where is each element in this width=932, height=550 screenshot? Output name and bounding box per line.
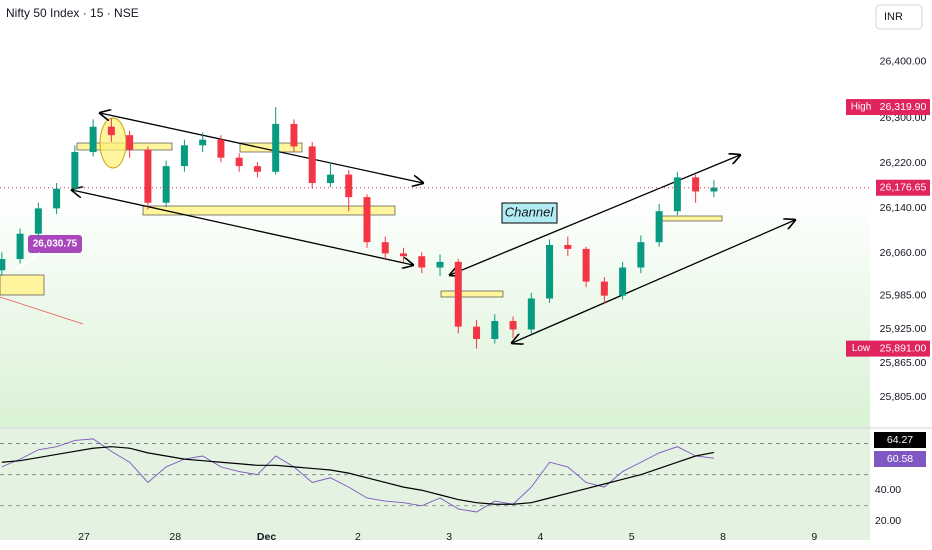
chart-title: Nifty 50 Index · 15 · NSE <box>6 6 139 20</box>
highlight <box>99 117 127 169</box>
marker-name-box <box>846 99 876 116</box>
candle-body <box>272 123 280 172</box>
candle-body <box>363 197 371 243</box>
last-value: 60.58 <box>887 453 913 465</box>
candle-body <box>491 321 499 340</box>
candle-body <box>0 259 6 271</box>
y-tick-label: 40.00 <box>875 484 901 496</box>
candle-body <box>126 135 134 150</box>
last-value-box <box>874 432 926 448</box>
x-tick-label: 3 <box>446 531 452 543</box>
y-tick-label: 26,400.00 <box>880 56 927 68</box>
annotation: Channel <box>505 204 555 219</box>
candle-body <box>217 139 225 158</box>
y-tick-label: 26,060.00 <box>880 247 927 259</box>
marker-label: 25,891.00 <box>880 342 927 354</box>
candle-body <box>454 261 462 327</box>
candle-body <box>71 152 79 189</box>
marker-box <box>876 99 930 116</box>
candle-body <box>509 321 517 330</box>
marker-label: 26,176.65 <box>880 182 927 194</box>
candle-body <box>345 174 353 198</box>
candle-body <box>400 253 408 257</box>
x-tick-label: 8 <box>720 531 726 543</box>
y-tick-label: 26,220.00 <box>880 157 927 169</box>
x-tick-label: 2 <box>355 531 361 543</box>
y-tick-label: 25,985.00 <box>880 289 927 301</box>
x-tick-label: 9 <box>811 531 817 543</box>
zone <box>659 215 723 222</box>
trend-line <box>450 155 740 275</box>
candle-body <box>107 126 115 136</box>
currency: INR <box>884 11 903 23</box>
candle-body <box>418 256 426 268</box>
x-tick-label: 4 <box>538 531 544 543</box>
rsi-line <box>1 438 714 513</box>
y-tick-label: 25,865.00 <box>880 357 927 369</box>
callout: 26,030.75 <box>33 239 78 250</box>
candle-body <box>710 187 718 192</box>
price-pane <box>0 0 870 428</box>
candle-body <box>326 174 334 184</box>
y-tick-label: 20.00 <box>875 515 901 527</box>
candle-body <box>290 123 298 147</box>
candle-body <box>235 157 243 167</box>
x-tick-label: 27 <box>78 531 90 543</box>
trend-line <box>100 113 423 183</box>
marker-label: 26,319.90 <box>880 101 927 113</box>
candle-body <box>564 244 572 249</box>
rsi-line <box>1 446 715 505</box>
y-tick-label: 26,140.00 <box>880 202 927 214</box>
x-tick-label: Dec <box>257 531 276 543</box>
last-value-box <box>874 451 926 467</box>
zone <box>440 290 504 298</box>
marker-name: Low <box>852 343 871 354</box>
candle-body <box>199 139 207 146</box>
x-tick-label: 28 <box>169 531 181 543</box>
candle-body <box>546 244 554 299</box>
trend-line <box>72 190 413 265</box>
candle-body <box>655 211 663 243</box>
x-tick-label: 5 <box>629 531 635 543</box>
label-box <box>501 202 558 224</box>
marker-name: High <box>851 102 872 113</box>
zone <box>0 274 45 296</box>
candle-body <box>381 242 389 254</box>
marker-box <box>876 179 930 196</box>
candle-body <box>473 326 481 340</box>
candle-body <box>600 281 608 296</box>
candle-body <box>34 208 42 234</box>
marker-box <box>876 340 930 357</box>
candle-body <box>692 177 700 192</box>
rsi-pane <box>0 428 870 540</box>
projection-line <box>0 296 84 325</box>
y-tick-label: 25,805.00 <box>880 391 927 403</box>
candle-body <box>619 267 627 296</box>
callout-pointer <box>15 252 41 271</box>
candle-body <box>253 166 261 172</box>
currency-button[interactable] <box>875 4 923 30</box>
candle-body <box>308 146 316 184</box>
candle-body <box>162 166 170 203</box>
candle-body <box>180 145 188 167</box>
y-tick-label: 25,925.00 <box>880 323 927 335</box>
candle-body <box>144 149 152 203</box>
callout-box <box>28 235 82 253</box>
drawings: Channel 26,030.75 <box>0 113 795 343</box>
marker-name-box <box>846 340 876 357</box>
candle-body <box>527 298 535 330</box>
candle-body <box>637 242 645 268</box>
candle-body <box>436 261 444 268</box>
candle-body <box>53 188 61 209</box>
last-value: 64.27 <box>887 434 913 446</box>
candle-body <box>89 126 97 153</box>
candle-body <box>16 233 24 260</box>
trend-line <box>512 220 795 343</box>
candle-body <box>673 177 681 212</box>
candle-body <box>582 248 590 282</box>
